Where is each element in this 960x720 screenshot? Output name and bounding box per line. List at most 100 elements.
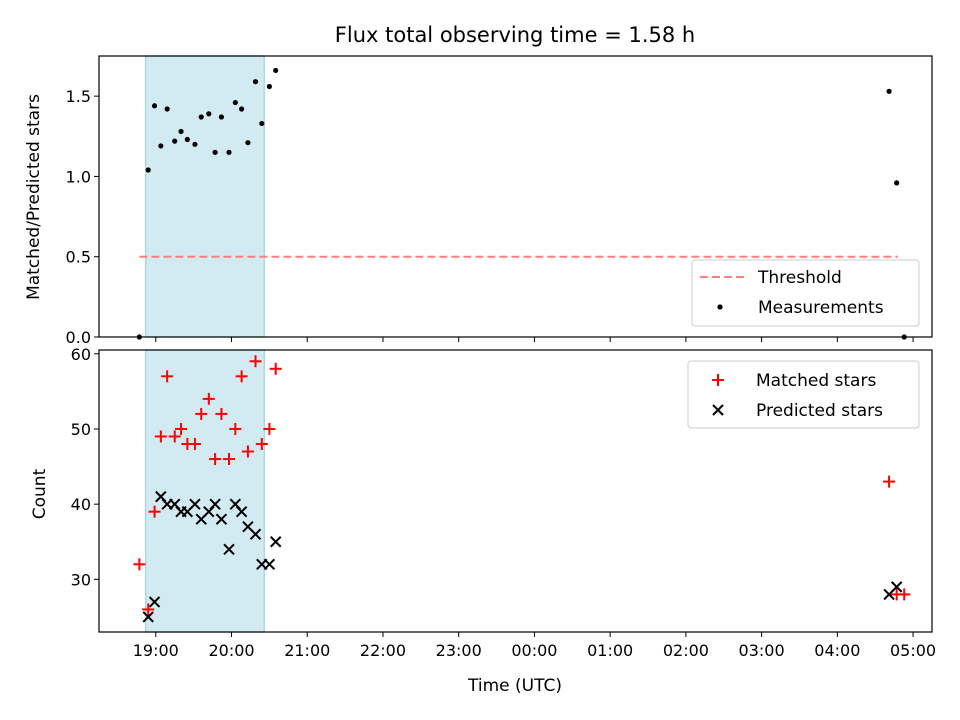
marker-stroke [890,581,903,593]
measurement-point [239,106,245,112]
measurement-point [245,140,251,146]
x-tick-label: 03:00 [739,641,785,660]
measurement-point [273,67,279,74]
marker-stroke [209,498,221,510]
marker-stroke [235,505,248,518]
predicted-star-point [223,543,235,555]
measurement-point [252,79,259,85]
y-tick-label: 1.5 [66,87,91,106]
top-legend-box [691,259,920,327]
top-y-axis-label: Matched/Predicted stars [24,94,44,300]
measurement-point [894,180,900,186]
predicted-star-point [215,513,228,525]
marker-stroke [223,543,235,555]
y-tick-label: 0.5 [66,248,91,267]
x-tick-label: 02:00 [663,641,709,660]
x-tick-label: 01:00 [587,641,633,660]
marker-stroke [269,536,282,548]
measurement-point [266,83,272,90]
x-axis-label: Time (UTC) [467,676,562,696]
legend-measurements-label: Measurements [758,298,884,318]
legend-measurements-dot-icon [717,304,723,310]
matched-star-point [263,422,276,435]
measurement-point [178,128,184,135]
top-legend: Threshold Measurements [691,259,920,327]
legend-matched-label: Matched stars [756,371,876,391]
legend-threshold-label: Threshold [757,268,842,288]
marker-stroke [249,528,262,540]
matched-star-point [222,453,235,466]
predicted-star-point [189,498,201,510]
predicted-star-point [269,536,282,548]
matched-star-point [142,603,155,616]
predicted-star-point [148,596,161,608]
measurement-point [232,99,238,106]
bottom-legend-box [687,360,920,429]
y-tick-label: 60 [71,345,91,364]
bottom-axes-frame [98,349,933,633]
x-tick-label: 20:00 [208,641,254,660]
matched-star-point [175,422,188,435]
measurement-point [192,141,198,147]
matched-star-point [133,558,146,571]
matched-star-point [188,438,201,450]
matched-star-point [241,445,254,458]
bottom-x-axis: 19:00 20:00 21:00 22:00 23:00 00:00 01:00 02:00… [133,632,936,660]
bottom-panel: 30 40 50 60 19:00 20:00 21:00 22:00 23:00 00:00 0… [30,345,936,696]
predicted-star-point [263,558,276,571]
x-tick-label: 00:00 [511,641,557,660]
measurement-point [212,149,218,155]
bottom-legend: Matched stars Predicted stars [687,360,920,429]
matched-star-point [209,453,222,466]
bottom-y-axis-label: Count [30,468,50,519]
legend-predicted-label: Predicted stars [756,401,883,421]
marker-stroke [142,611,154,623]
predicted-star-point [235,505,248,518]
matched-star-point [215,407,228,420]
matched-star-point [235,370,248,383]
matched-star-point [229,422,242,435]
predicted-star-point [142,611,154,623]
top-axes-frame [98,55,933,338]
x-tick-label: 19:00 [133,641,179,660]
x-tick-label: 21:00 [284,641,330,660]
top-panel: 0.0 0.5 1.0 1.5 Matched/Predicted stars Thr… [24,55,933,347]
marker-stroke [155,490,167,503]
matched-star-point [148,505,161,518]
marker-stroke [263,558,276,571]
marker-stroke [242,521,254,533]
predicted-star-point [249,528,262,540]
top-y-axis: 0.0 0.5 1.0 1.5 [66,87,99,347]
matched-star-point [202,392,215,405]
y-tick-label: 50 [71,420,91,439]
matched-star-point [195,407,208,420]
measurement-point [886,88,892,94]
measurement-point [198,114,204,120]
top-plot-area [136,67,907,340]
matched-star-point [249,355,262,368]
matched-star-point [255,438,268,450]
y-tick-label: 0.0 [66,328,91,347]
top-x-axis-ticks [155,337,914,342]
predicted-star-point [209,498,221,510]
y-tick-label: 30 [71,570,91,589]
matched-star-point [168,430,181,443]
measurement-point [259,120,265,127]
measurement-point [172,138,178,144]
observing-window-shade-bottom [144,349,266,633]
x-tick-label: 04:00 [814,641,860,660]
matched-star-point [269,362,282,375]
measurement-point [206,111,212,117]
measurement-point [184,136,190,143]
x-tick-label: 22:00 [360,641,406,660]
marker-stroke [215,513,228,525]
figure-title: Flux total observing time = 1.58 h [335,23,695,47]
matched-star-point [883,475,896,488]
matched-star-point [161,370,174,383]
legend-x-marker-icon [712,404,724,416]
x-tick-label: 05:00 [890,641,936,660]
marker-stroke [189,498,201,510]
measurement-point [145,167,151,173]
bottom-y-axis: 30 40 50 60 [71,345,99,589]
measurement-point [158,143,164,149]
